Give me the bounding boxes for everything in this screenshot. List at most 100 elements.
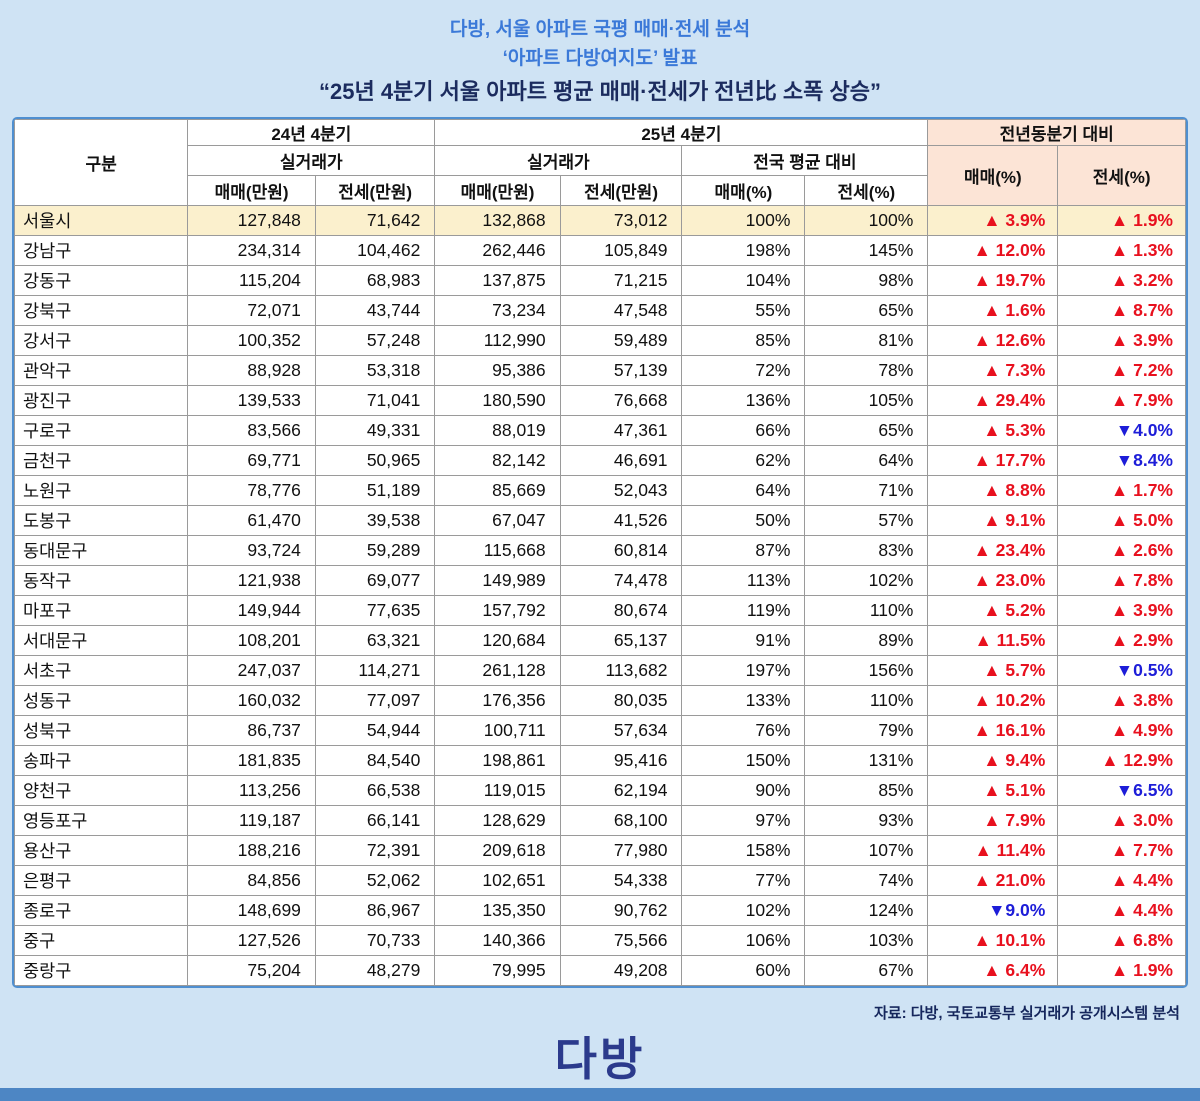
value-cell: 67%: [804, 955, 929, 986]
value-cell: 70,733: [314, 925, 436, 956]
district-name: 은평구: [14, 865, 189, 896]
value-cell: 112,990: [434, 325, 561, 356]
subheader-jeonse-manwon-24: 전세(만원): [314, 175, 436, 206]
table-row: 구로구 83,566 49,331 88,019 47,361 66% 65% ▲ 5.3% ▼…: [14, 415, 1186, 446]
value-cell: 102%: [804, 565, 929, 596]
value-cell: 84,856: [187, 865, 316, 896]
value-cell: 104%: [681, 265, 806, 296]
value-cell: 60,814: [559, 535, 683, 566]
value-cell: 198%: [681, 235, 806, 266]
value-cell: 53,318: [314, 355, 436, 386]
value-cell: 149,989: [434, 565, 561, 596]
change-cell: ▲ 6.4%: [927, 955, 1059, 986]
change-cell: ▲ 4.4%: [1057, 895, 1186, 926]
value-cell: 247,037: [187, 655, 316, 686]
value-cell: 127,526: [187, 925, 316, 956]
district-name: 서울시: [14, 205, 189, 236]
apartment-price-table: 구분 24년 4분기 25년 4분기 전년동분기 대비 실거래가 실거래가 전국…: [14, 119, 1186, 986]
table-row: 성동구 160,032 77,097 176,356 80,035 133% 110% ▲ 1…: [14, 685, 1186, 716]
district-name: 중랑구: [14, 955, 189, 986]
value-cell: 81%: [804, 325, 929, 356]
value-cell: 124%: [804, 895, 929, 926]
value-cell: 57,139: [559, 355, 683, 386]
value-cell: 262,446: [434, 235, 561, 266]
table-row: 강서구 100,352 57,248 112,990 59,489 85% 81% ▲ 12.…: [14, 325, 1186, 356]
change-cell: ▲ 7.9%: [927, 805, 1059, 836]
value-cell: 59,289: [314, 535, 436, 566]
value-cell: 87%: [681, 535, 806, 566]
table-row: 서울시 127,848 71,642 132,868 73,012 100% 100% ▲ 3…: [14, 205, 1186, 236]
value-cell: 103%: [804, 925, 929, 956]
value-cell: 75,566: [559, 925, 683, 956]
value-cell: 62,194: [559, 775, 683, 806]
change-cell: ▲ 1.7%: [1057, 475, 1186, 506]
value-cell: 69,771: [187, 445, 316, 476]
change-cell: ▲ 1.3%: [1057, 235, 1186, 266]
change-cell: ▲ 12.9%: [1057, 745, 1186, 776]
table-row: 관악구 88,928 53,318 95,386 57,139 72% 78% ▲ 7.3% ▲…: [14, 355, 1186, 386]
value-cell: 93,724: [187, 535, 316, 566]
value-cell: 73,012: [559, 205, 683, 236]
value-cell: 90,762: [559, 895, 683, 926]
value-cell: 113,256: [187, 775, 316, 806]
value-cell: 51,189: [314, 475, 436, 506]
change-cell: ▲ 8.8%: [927, 475, 1059, 506]
change-cell: ▲ 10.2%: [927, 685, 1059, 716]
title-line-1: 다방, 서울 아파트 국평 매매·전세 분석: [449, 19, 751, 40]
table-row: 마포구 149,944 77,635 157,792 80,674 119% 110% ▲ 5…: [14, 595, 1186, 626]
value-cell: 73,234: [434, 295, 561, 326]
table-row: 노원구 78,776 51,189 85,669 52,043 64% 71% ▲ 8.8% ▲…: [14, 475, 1186, 506]
value-cell: 88,019: [434, 415, 561, 446]
table-row: 영등포구 119,187 66,141 128,629 68,100 97% 93% ▲ 7.…: [14, 805, 1186, 836]
value-cell: 106%: [681, 925, 806, 956]
value-cell: 133%: [681, 685, 806, 716]
value-cell: 108,201: [187, 625, 316, 656]
value-cell: 65,137: [559, 625, 683, 656]
change-cell: ▲ 16.1%: [927, 715, 1059, 746]
value-cell: 80,035: [559, 685, 683, 716]
value-cell: 197%: [681, 655, 806, 686]
value-cell: 119,015: [434, 775, 561, 806]
value-cell: 209,618: [434, 835, 561, 866]
table-row: 서대문구 108,201 63,321 120,684 65,137 91% 89% ▲ 11…: [14, 625, 1186, 656]
table-header: 구분 24년 4분기 25년 4분기 전년동분기 대비 실거래가 실거래가 전국…: [14, 119, 1186, 206]
table-row: 양천구 113,256 66,538 119,015 62,194 90% 85% ▲ 5.1…: [14, 775, 1186, 806]
value-cell: 160,032: [187, 685, 316, 716]
value-cell: 181,835: [187, 745, 316, 776]
value-cell: 127,848: [187, 205, 316, 236]
title-line-2: ‘아파트 다방여지도’ 발표: [502, 48, 698, 69]
district-name: 광진구: [14, 385, 189, 416]
value-cell: 132,868: [434, 205, 561, 236]
change-cell: ▲ 10.1%: [927, 925, 1059, 956]
value-cell: 68,100: [559, 805, 683, 836]
col-group-25q4: 25년 4분기: [434, 119, 929, 146]
value-cell: 107%: [804, 835, 929, 866]
value-cell: 110%: [804, 595, 929, 626]
value-cell: 57,248: [314, 325, 436, 356]
value-cell: 128,629: [434, 805, 561, 836]
value-cell: 83,566: [187, 415, 316, 446]
value-cell: 57,634: [559, 715, 683, 746]
change-cell: ▲ 5.3%: [927, 415, 1059, 446]
value-cell: 71%: [804, 475, 929, 506]
value-cell: 148,699: [187, 895, 316, 926]
value-cell: 85,669: [434, 475, 561, 506]
value-cell: 110%: [804, 685, 929, 716]
value-cell: 188,216: [187, 835, 316, 866]
value-cell: 47,361: [559, 415, 683, 446]
value-cell: 114,271: [314, 655, 436, 686]
change-cell: ▲ 3.9%: [1057, 325, 1186, 356]
district-name: 도봉구: [14, 505, 189, 536]
value-cell: 119,187: [187, 805, 316, 836]
subheader-sale-manwon-24: 매매(만원): [187, 175, 316, 206]
value-cell: 149,944: [187, 595, 316, 626]
value-cell: 52,062: [314, 865, 436, 896]
change-cell: ▲ 3.8%: [1057, 685, 1186, 716]
change-cell: ▲ 5.7%: [927, 655, 1059, 686]
value-cell: 52,043: [559, 475, 683, 506]
value-cell: 71,041: [314, 385, 436, 416]
value-cell: 105,849: [559, 235, 683, 266]
value-cell: 113,682: [559, 655, 683, 686]
value-cell: 158%: [681, 835, 806, 866]
